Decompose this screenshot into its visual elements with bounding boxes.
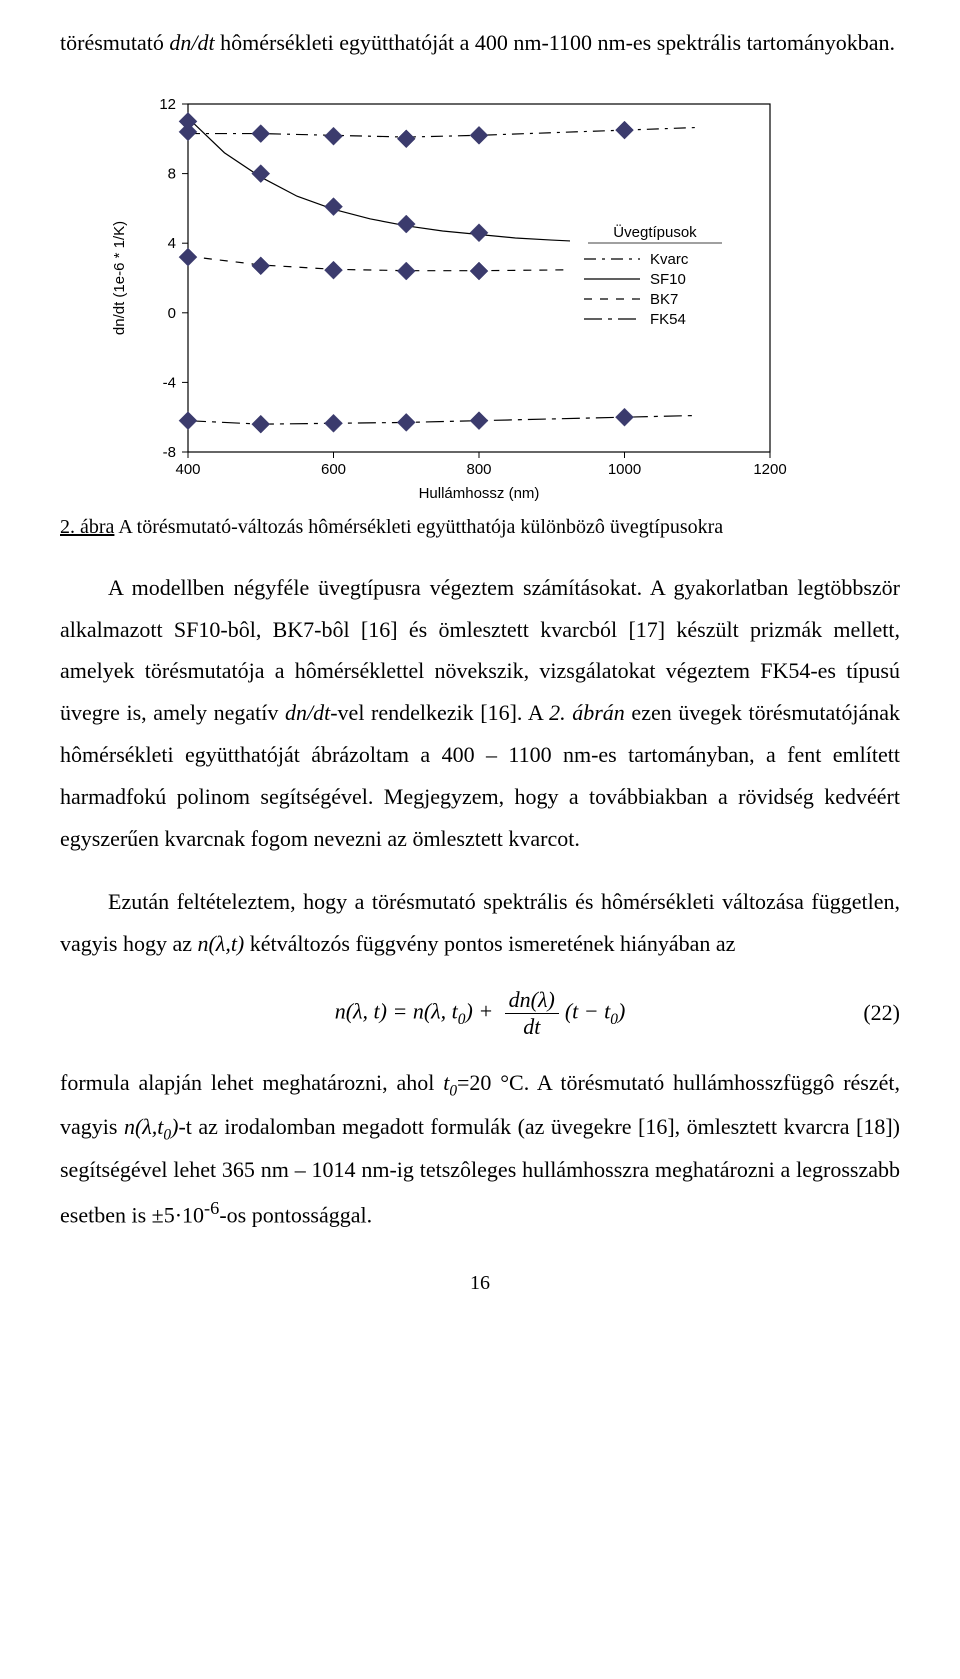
- t: ) +: [466, 999, 499, 1024]
- svg-text:4: 4: [168, 235, 176, 252]
- svg-text:8: 8: [168, 165, 176, 182]
- t: (t − t: [565, 999, 610, 1024]
- t: 0: [458, 1011, 466, 1028]
- figure-caption: 2. ábra A törésmutató-változás hômérsékl…: [60, 516, 900, 539]
- txt: -t az irodalomban megadott formulák (az …: [60, 1114, 900, 1228]
- svg-text:-8: -8: [163, 444, 176, 461]
- svg-text:-4: -4: [163, 374, 176, 391]
- dndt: dn/dt: [169, 30, 214, 55]
- fig-ref: 2. ábrán: [549, 700, 625, 725]
- paragraph-2: Ezután feltételeztem, hogy a törésmutató…: [60, 881, 900, 965]
- dndt: dn/dt: [285, 700, 330, 725]
- caption-rest: A törésmutató-változás hômérsékleti együ…: [114, 516, 723, 538]
- svg-text:SF10: SF10: [650, 271, 686, 288]
- txt: -vel rendelkezik [16]. A: [330, 700, 549, 725]
- paragraph-3: formula alapján lehet meghatározni, ahol…: [60, 1062, 900, 1236]
- svg-text:FK54: FK54: [650, 311, 686, 328]
- txt: -os pontossággal.: [219, 1202, 372, 1227]
- svg-text:Hullámhossz (nm): Hullámhossz (nm): [419, 485, 540, 502]
- svg-text:dn/dt (1e-6 * 1/K): dn/dt (1e-6 * 1/K): [111, 221, 128, 335]
- t: 0: [449, 1082, 457, 1099]
- chart-container: 400 600 800 1000 1200 -8 -4 0 4 8 12 Hullámhossz (n…: [100, 86, 900, 506]
- equation-22: n(λ, t) = n(λ, t0) + dn(λ)dt(t − t0) (22…: [60, 987, 900, 1040]
- txt: hômérsékleti együtthatóját a 400 nm-1100…: [215, 30, 895, 55]
- intro-fragment: törésmutató dn/dt hômérsékleti együtthat…: [60, 22, 900, 64]
- t: 0: [610, 1011, 618, 1028]
- paragraph-1: A modellben négyféle üvegtípusra végezte…: [60, 567, 900, 860]
- caption-lead: 2. ábra: [60, 516, 114, 538]
- exp: -6: [204, 1198, 219, 1218]
- svg-text:800: 800: [466, 461, 491, 478]
- frac-bot: dt: [505, 1014, 559, 1040]
- svg-text:1000: 1000: [608, 461, 641, 478]
- t: ): [618, 999, 625, 1024]
- n-lambda-t: n(λ,t): [197, 931, 244, 956]
- eq-number: (22): [863, 1000, 900, 1026]
- t0: t0: [443, 1070, 457, 1095]
- svg-text:600: 600: [321, 461, 346, 478]
- dndt-chart: 400 600 800 1000 1200 -8 -4 0 4 8 12 Hullámhossz (n…: [100, 86, 800, 506]
- page-number: 16: [60, 1272, 900, 1295]
- svg-text:Kvarc: Kvarc: [650, 251, 689, 268]
- txt: formula alapján lehet meghatározni, ahol: [60, 1070, 443, 1095]
- svg-text:400: 400: [175, 461, 200, 478]
- t: n(λ, t) = n(λ, t: [335, 999, 458, 1024]
- txt: kétváltozós függvény pontos ismeretének …: [244, 931, 735, 956]
- eq-body: n(λ, t) = n(λ, t0) + dn(λ)dt(t − t0): [335, 987, 626, 1040]
- txt: törésmutató: [60, 30, 169, 55]
- svg-text:1200: 1200: [753, 461, 786, 478]
- svg-text:Üvegtípusok: Üvegtípusok: [613, 223, 697, 241]
- n-lambda-t0: n(λ,t0): [124, 1114, 179, 1139]
- t: n(λ,t: [124, 1114, 163, 1139]
- svg-text:BK7: BK7: [650, 291, 678, 308]
- t: 0: [163, 1126, 171, 1143]
- svg-text:0: 0: [168, 305, 176, 322]
- svg-text:12: 12: [159, 96, 176, 113]
- frac-top: dn(λ): [505, 987, 559, 1014]
